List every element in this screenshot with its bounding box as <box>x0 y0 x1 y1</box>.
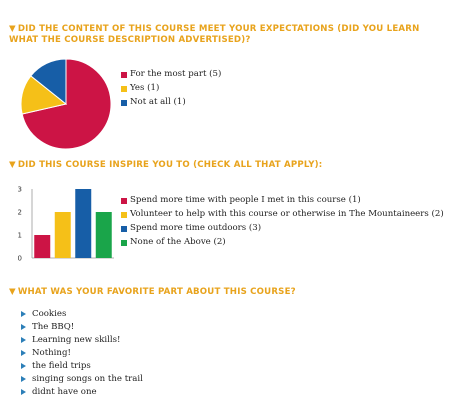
triangle-down-icon: ▼ <box>9 287 16 297</box>
bar-legend: Spend more time with people I met in thi… <box>121 195 444 251</box>
legend-item: Spend more time outdoors (3) <box>121 223 444 234</box>
legend-swatch <box>121 99 127 106</box>
question-title-3: ▼ WHAT WAS YOUR FAVORITE PART ABOUT THIS … <box>9 287 296 297</box>
triangle-right-icon <box>21 349 26 356</box>
triangle-down-icon: ▼ <box>9 24 16 34</box>
legend-item: Volunteer to help with this course or ot… <box>121 209 444 220</box>
legend-item: For the most part (5) <box>121 69 221 80</box>
legend-swatch <box>121 225 127 232</box>
answer-item: didnt have one <box>21 385 143 398</box>
legend-swatch <box>121 239 127 246</box>
question-section-1: ▼ DID THE CONTENT OF THIS COURSE MEET YOU… <box>0 24 450 46</box>
y-tick-label: 1 <box>18 232 22 240</box>
y-tick-label: 2 <box>18 209 22 217</box>
question-title-1: ▼ DID THE CONTENT OF THIS COURSE MEET YOU… <box>9 24 420 45</box>
answer-item: the field trips <box>21 359 143 372</box>
bar <box>54 212 71 258</box>
legend-item: Yes (1) <box>121 83 221 94</box>
question-section-2: ▼ DID THIS COURSE INSPIRE YOU TO (CHECK A… <box>0 160 450 171</box>
question-title-2: ▼ DID THIS COURSE INSPIRE YOU TO (CHECK A… <box>9 160 323 170</box>
pie-slice <box>30 58 67 106</box>
answer-text: singing songs on the trail <box>32 373 143 384</box>
answer-item: Cookies <box>21 307 143 320</box>
answer-text: the field trips <box>32 360 91 371</box>
answer-list: Cookies The BBQ! Learning new skills! Nothi… <box>21 307 143 398</box>
legend-label: For the most part (5) <box>130 69 222 79</box>
answer-item: Learning new skills! <box>21 333 143 346</box>
pie-legend: For the most part (5) Yes (1) Not at all (… <box>121 69 221 111</box>
legend-swatch <box>121 71 127 78</box>
answer-text: Nothing! <box>32 347 71 358</box>
answer-item: singing songs on the trail <box>21 372 143 385</box>
bar-chart: 0 1 2 3 <box>18 186 114 263</box>
answer-item: Nothing! <box>21 346 143 359</box>
legend-label: Spend more time outdoors (3) <box>130 223 262 233</box>
answer-item: The BBQ! <box>21 320 143 333</box>
triangle-right-icon <box>21 310 26 317</box>
triangle-right-icon <box>21 375 26 382</box>
legend-label: Yes (1) <box>130 83 160 93</box>
legend-item: Spend more time with people I met in thi… <box>121 195 444 206</box>
bar <box>34 235 51 258</box>
triangle-right-icon <box>21 323 26 330</box>
legend-item: Not at all (1) <box>121 97 221 108</box>
answer-text: Cookies <box>32 308 67 319</box>
answer-text: The BBQ! <box>32 321 75 332</box>
bar <box>95 212 112 258</box>
bar <box>75 189 92 258</box>
legend-item: None of the Above (2) <box>121 237 444 248</box>
triangle-right-icon <box>21 336 26 343</box>
y-tick-label: 3 <box>18 186 22 194</box>
legend-swatch <box>121 197 127 204</box>
answer-text: didnt have one <box>32 386 97 397</box>
y-tick-label: 0 <box>18 255 22 263</box>
triangle-right-icon <box>21 388 26 395</box>
legend-swatch <box>121 211 127 218</box>
answer-text: Learning new skills! <box>32 334 121 345</box>
question-section-3: ▼ WHAT WAS YOUR FAVORITE PART ABOUT THIS … <box>0 287 450 298</box>
legend-label: Not at all (1) <box>130 97 186 107</box>
legend-label: None of the Above (2) <box>130 237 226 247</box>
triangle-right-icon <box>21 362 26 369</box>
legend-swatch <box>121 85 127 92</box>
legend-label: Spend more time with people I met in thi… <box>130 195 361 205</box>
pie-chart <box>20 58 112 150</box>
legend-label: Volunteer to help with this course or ot… <box>130 209 444 219</box>
triangle-down-icon: ▼ <box>9 160 16 170</box>
